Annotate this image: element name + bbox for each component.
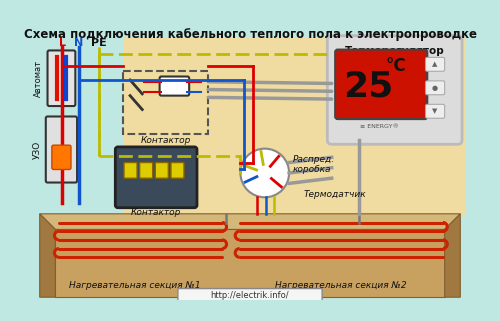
- Text: 25: 25: [343, 70, 394, 104]
- FancyBboxPatch shape: [328, 36, 462, 144]
- FancyBboxPatch shape: [124, 162, 137, 178]
- Text: N: N: [74, 38, 84, 48]
- Text: Терморегулятор: Терморегулятор: [345, 46, 444, 56]
- Text: Нагревательная секция №2: Нагревательная секция №2: [276, 282, 407, 291]
- FancyBboxPatch shape: [426, 57, 444, 71]
- Polygon shape: [124, 37, 466, 216]
- Text: ●: ●: [432, 85, 438, 91]
- Polygon shape: [40, 214, 56, 297]
- FancyBboxPatch shape: [48, 50, 76, 106]
- FancyBboxPatch shape: [46, 117, 77, 183]
- Text: Автомат: Автомат: [34, 60, 43, 97]
- FancyBboxPatch shape: [335, 49, 428, 119]
- Text: ≡ ENERGY®: ≡ ENERGY®: [360, 124, 399, 128]
- Polygon shape: [56, 230, 444, 297]
- Text: УЗО: УЗО: [32, 140, 42, 159]
- Text: Схема подключения кабельного теплого пола к электропроводке: Схема подключения кабельного теплого пол…: [24, 28, 476, 41]
- FancyBboxPatch shape: [178, 289, 322, 302]
- Circle shape: [240, 149, 289, 197]
- FancyBboxPatch shape: [426, 81, 444, 95]
- Text: °C: °C: [386, 57, 406, 75]
- FancyBboxPatch shape: [156, 162, 168, 178]
- Text: Контактор: Контактор: [140, 136, 191, 145]
- Text: PE: PE: [91, 38, 106, 48]
- FancyBboxPatch shape: [116, 147, 197, 208]
- Polygon shape: [40, 214, 461, 230]
- Text: L: L: [59, 38, 66, 48]
- Polygon shape: [444, 214, 460, 297]
- Text: http://electrik.info/: http://electrik.info/: [210, 291, 290, 299]
- Text: Нагревательная секция №1: Нагревательная секция №1: [70, 282, 201, 291]
- Text: Контактор: Контактор: [131, 208, 182, 217]
- Text: ▲: ▲: [432, 61, 438, 67]
- FancyBboxPatch shape: [52, 145, 71, 169]
- FancyBboxPatch shape: [171, 162, 184, 178]
- Text: Термодатчик: Термодатчик: [304, 190, 366, 199]
- FancyBboxPatch shape: [426, 104, 444, 118]
- FancyBboxPatch shape: [160, 76, 189, 96]
- FancyBboxPatch shape: [140, 162, 152, 178]
- Text: Распред.
коробка: Распред. коробка: [292, 155, 335, 174]
- Text: ▼: ▼: [432, 108, 438, 114]
